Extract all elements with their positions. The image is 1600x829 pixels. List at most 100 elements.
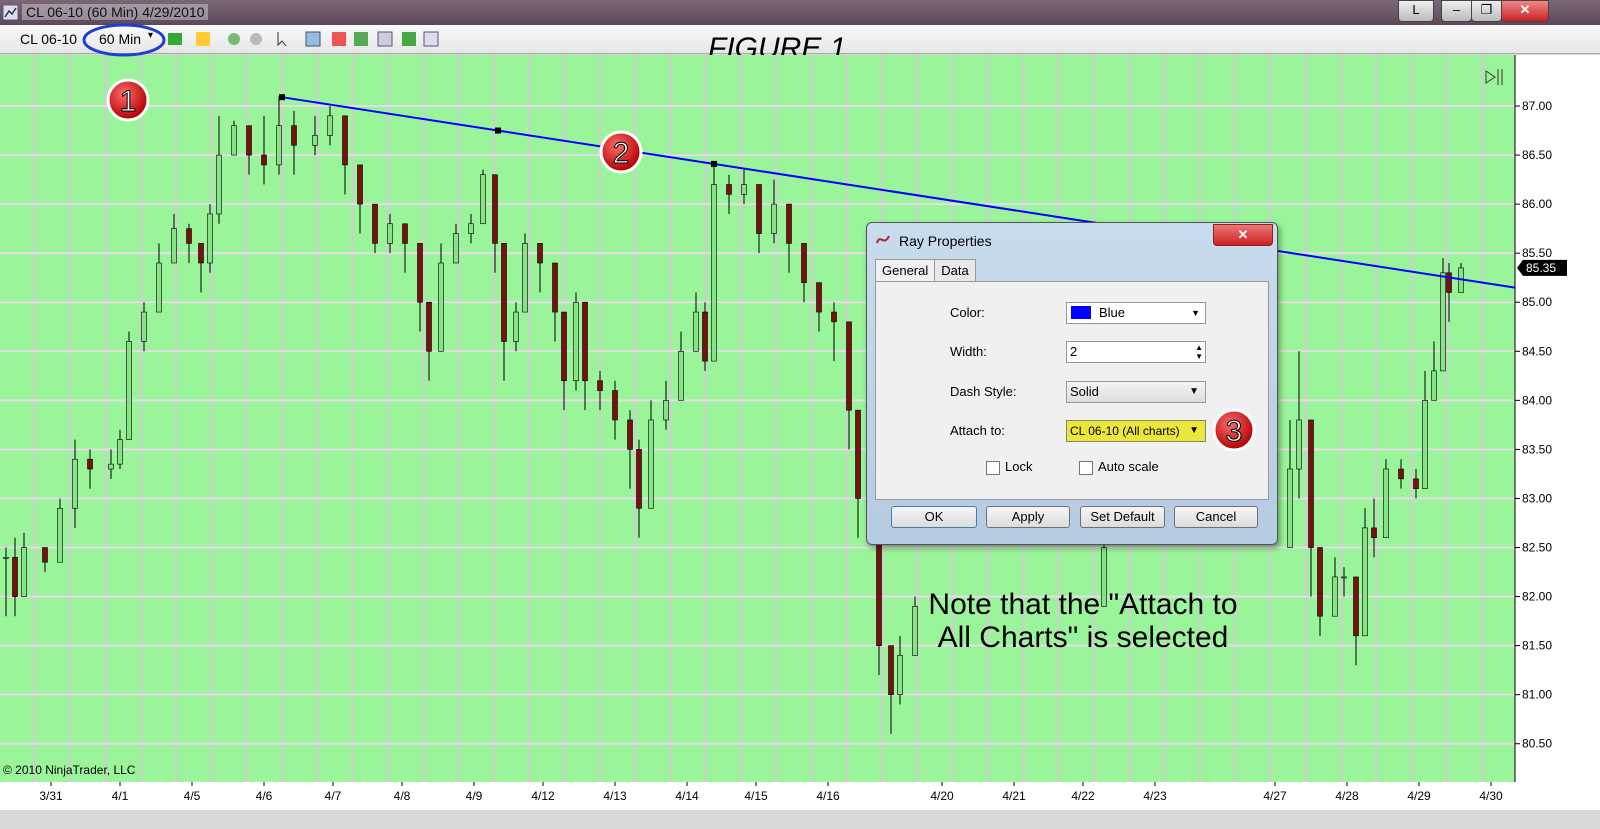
plot-area xyxy=(0,55,1515,782)
candle-body xyxy=(231,125,237,156)
candle-body xyxy=(561,311,567,382)
icon[interactable] xyxy=(168,33,182,45)
dropdown-arrow[interactable]: ▾ xyxy=(148,30,154,41)
scroll-end-button[interactable] xyxy=(1485,69,1503,85)
icon[interactable] xyxy=(277,32,287,47)
candle-body xyxy=(786,203,792,244)
candle-body xyxy=(468,223,474,234)
set-default-button[interactable]: Set Default xyxy=(1080,506,1165,528)
interval-selector[interactable]: 60 Min xyxy=(99,31,142,47)
tab[interactable]: Data xyxy=(934,259,976,281)
last-price-label: 85.35 xyxy=(1526,261,1556,275)
dash-style-dropdown[interactable]: Solid ▼ xyxy=(1066,381,1206,403)
field-value: CL 06-10 (All charts) xyxy=(1070,424,1180,438)
x-tick-label: 4/14 xyxy=(675,789,699,803)
icon[interactable] xyxy=(305,31,321,47)
candle-body xyxy=(897,655,903,695)
icon[interactable] xyxy=(332,32,346,46)
icon[interactable] xyxy=(377,31,393,47)
x-tick-label: 4/27 xyxy=(1263,789,1287,803)
chart: © 2010 NinjaTrader, LLC 80.50 81.00 81.50 8… xyxy=(0,55,1600,810)
candle-body xyxy=(771,203,777,234)
annotation: Note that the "Attach to All Charts" is … xyxy=(900,588,1266,654)
close-button[interactable]: ✕ xyxy=(1501,0,1549,22)
candle-body xyxy=(108,463,114,470)
y-tick-label: 80.50 xyxy=(1522,737,1552,751)
candle-body xyxy=(888,645,894,695)
cancel-button[interactable]: Cancel xyxy=(1174,506,1258,528)
icon[interactable] xyxy=(228,33,240,45)
candle-body xyxy=(648,419,654,509)
price-axis xyxy=(1515,55,1600,782)
candle-body xyxy=(912,606,918,656)
toolbar-icons xyxy=(168,31,439,47)
x-tick-label: 4/12 xyxy=(531,789,555,803)
candle-body xyxy=(846,321,852,411)
x-tick-label: 4/30 xyxy=(1479,789,1503,803)
y-tick-label: 81.50 xyxy=(1522,639,1552,653)
candle-body xyxy=(1371,527,1377,539)
icon[interactable] xyxy=(402,32,416,46)
candle-body xyxy=(693,311,699,352)
dialog-icon xyxy=(876,235,890,244)
window-title: CL 06-10 (60 Min) 4/29/2010 xyxy=(22,4,209,20)
candle-body xyxy=(627,419,633,450)
checkbox-label: Lock xyxy=(1005,459,1033,474)
candle-body xyxy=(426,301,432,352)
field-label: Width: xyxy=(950,344,987,359)
x-tick-label: 4/5 xyxy=(184,789,201,803)
x-tick-label: 4/29 xyxy=(1407,789,1431,803)
tab[interactable]: General xyxy=(875,259,936,282)
x-tick-label: 4/20 xyxy=(930,789,954,803)
x-tick-label: 4/21 xyxy=(1002,789,1026,803)
x-tick-label: 3/31 xyxy=(39,789,63,803)
candle-body xyxy=(1341,576,1347,579)
candle-body xyxy=(342,115,348,166)
candle-body xyxy=(663,400,669,421)
minimize-button[interactable]: – xyxy=(1441,0,1472,22)
y-tick-label: 87.00 xyxy=(1522,99,1552,113)
candle-body xyxy=(438,262,444,352)
candle-body xyxy=(1332,576,1338,617)
icon[interactable] xyxy=(196,32,210,46)
icon[interactable] xyxy=(423,31,439,47)
layout-button[interactable]: L xyxy=(1398,0,1434,22)
candle-body xyxy=(156,262,162,313)
restore-button[interactable]: ❐ xyxy=(1471,0,1502,22)
width-spinner[interactable]: 2 ▲ ▼ xyxy=(1066,341,1206,363)
icon[interactable] xyxy=(354,32,368,46)
candle-body xyxy=(522,243,528,313)
y-tick-label: 85.00 xyxy=(1522,295,1552,309)
candle-body xyxy=(1446,272,1452,293)
x-tick-label: 4/7 xyxy=(325,789,342,803)
candle-body xyxy=(855,409,861,499)
candle-body xyxy=(597,380,603,391)
field-value: Blue xyxy=(1099,305,1126,320)
instrument-selector[interactable]: CL 06-10 xyxy=(20,31,78,47)
candle-body xyxy=(261,154,267,166)
icon[interactable] xyxy=(250,33,262,45)
ray-anchor xyxy=(279,94,285,101)
color-dropdown[interactable]: Blue ▼ xyxy=(1066,302,1206,324)
copyright: © 2010 NinjaTrader, LLC xyxy=(3,763,136,777)
candle-body xyxy=(1296,419,1302,470)
x-tick-label: 4/6 xyxy=(256,789,273,803)
auto-scale-checkbox[interactable]: Auto scale xyxy=(1079,459,1159,475)
dialog-close[interactable]: ✕ xyxy=(1213,224,1273,246)
annotation-line: Note that the "Attach to xyxy=(928,588,1238,621)
candle-body xyxy=(372,203,378,244)
field-value: Solid xyxy=(1070,384,1099,399)
checkbox-label: Auto scale xyxy=(1098,459,1159,474)
attach-to-dropdown[interactable]: CL 06-10 (All charts) ▼ xyxy=(1066,420,1206,442)
candle-body xyxy=(246,125,252,156)
candle-body xyxy=(1353,576,1359,637)
lock-checkbox[interactable]: Lock xyxy=(986,459,1032,475)
candle-body xyxy=(171,228,177,264)
ok-button[interactable]: OK xyxy=(891,506,977,528)
apply-button[interactable]: Apply xyxy=(986,506,1070,528)
y-tick-label: 82.00 xyxy=(1522,590,1552,604)
candle-body xyxy=(312,135,318,146)
field-value: 2 xyxy=(1070,344,1078,359)
